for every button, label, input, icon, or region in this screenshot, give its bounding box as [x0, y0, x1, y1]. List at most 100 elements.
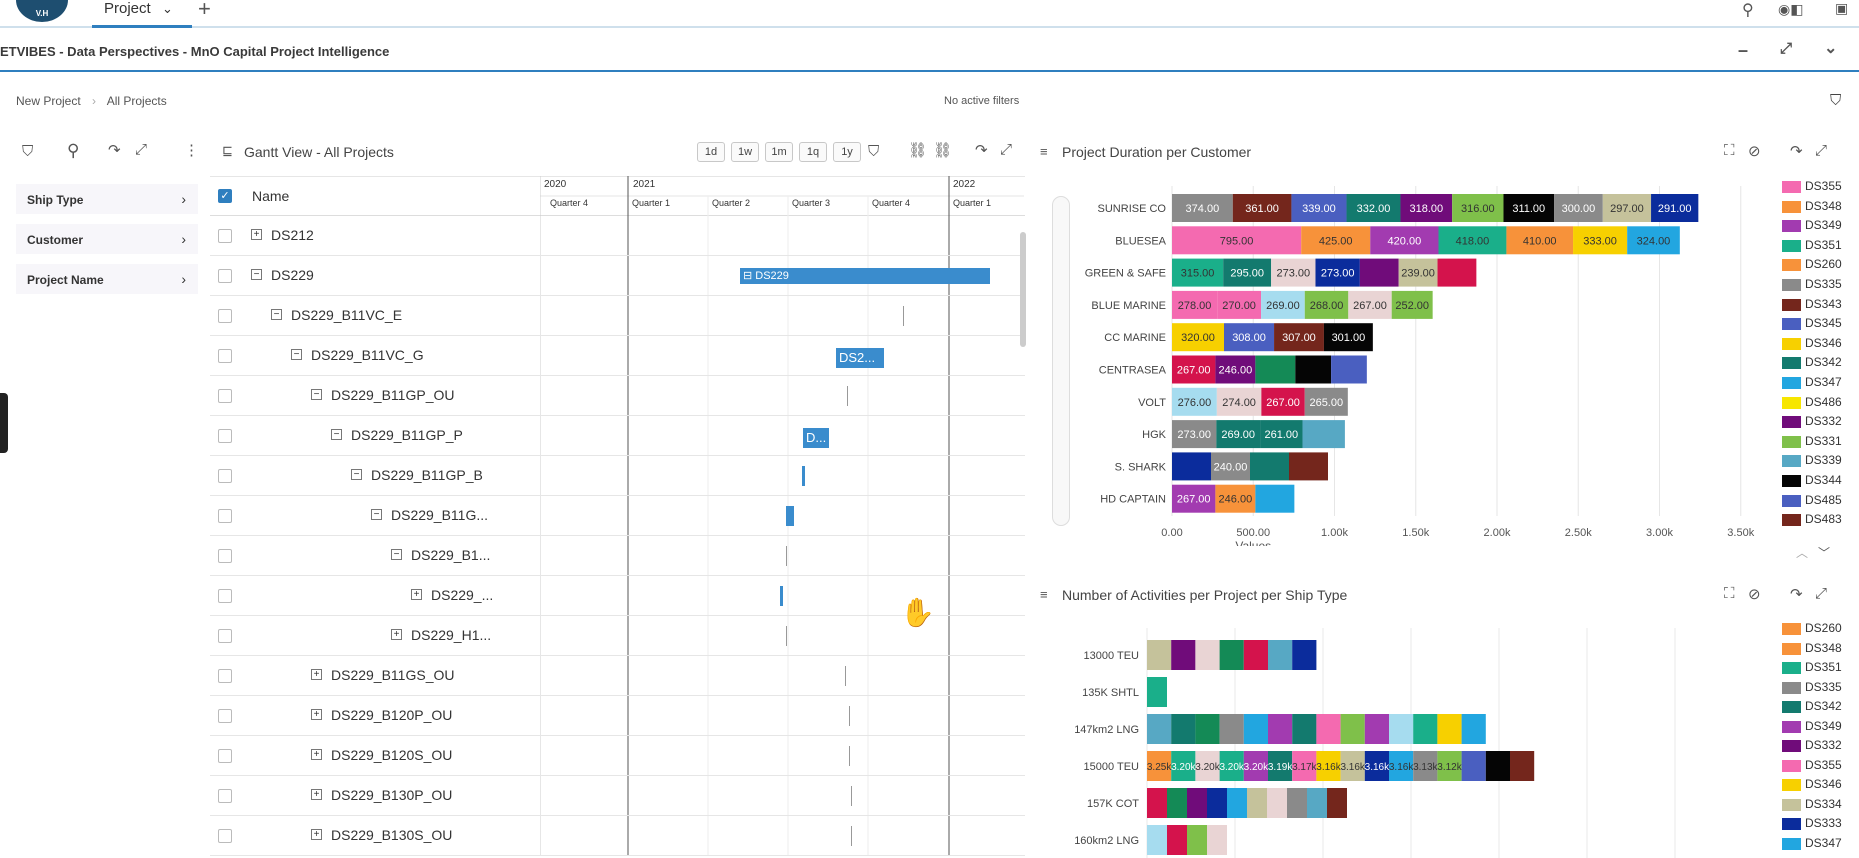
- filter-item-project-name[interactable]: Project Name ›: [16, 264, 198, 294]
- legend-item[interactable]: DS346: [1782, 336, 1852, 352]
- table-row[interactable]: − DS229_B11GP_P: [210, 416, 1025, 456]
- row-checkbox[interactable]: [218, 829, 232, 843]
- bar-segment[interactable]: [1315, 258, 1360, 287]
- table-row[interactable]: − DS229_B11G...: [210, 496, 1025, 536]
- bar-segment[interactable]: [1224, 323, 1275, 352]
- bar-segment[interactable]: [1255, 484, 1295, 513]
- legend-item[interactable]: DS347: [1782, 836, 1852, 852]
- expand-icon[interactable]: +: [311, 789, 322, 800]
- bar-segment[interactable]: [1215, 355, 1256, 384]
- bar-segment[interactable]: [1172, 452, 1211, 481]
- table-row[interactable]: − DS229_B11GP_OU: [210, 376, 1025, 416]
- bar-segment[interactable]: [1172, 355, 1216, 384]
- legend-item[interactable]: DS346: [1782, 777, 1852, 793]
- zoom-1d-button[interactable]: 1d: [697, 142, 725, 162]
- bar-segment[interactable]: [1207, 825, 1227, 855]
- bar-segment[interactable]: [1292, 751, 1317, 781]
- legend-item[interactable]: DS342: [1782, 699, 1852, 715]
- share-icon[interactable]: ↷: [108, 142, 121, 159]
- gantt-milestone[interactable]: [845, 666, 846, 686]
- bar-segment[interactable]: [1359, 258, 1399, 287]
- bar-segment[interactable]: [1243, 714, 1268, 744]
- legend-item[interactable]: DS344: [1782, 473, 1852, 489]
- link-icon[interactable]: ⛓: [908, 142, 928, 159]
- filter-add-icon[interactable]: ⛉: [1830, 92, 1842, 109]
- bar-segment[interactable]: [1340, 751, 1365, 781]
- legend-item[interactable]: DS339: [1782, 453, 1852, 469]
- legend-item[interactable]: DS355: [1782, 758, 1852, 774]
- legend-item[interactable]: DS260: [1782, 621, 1852, 637]
- gantt-milestone[interactable]: [786, 546, 787, 566]
- chart1-share-icon[interactable]: ↷: [1790, 143, 1803, 160]
- bar-segment[interactable]: [1172, 323, 1224, 352]
- bar-segment[interactable]: [1302, 420, 1345, 449]
- bar-segment[interactable]: [1247, 788, 1267, 818]
- bar-segment[interactable]: [1573, 226, 1628, 255]
- legend-item[interactable]: DS351: [1782, 238, 1852, 254]
- table-row[interactable]: + DS229_H1...: [210, 616, 1025, 656]
- collapse-icon[interactable]: −: [331, 429, 342, 440]
- gantt-milestone[interactable]: [851, 826, 852, 846]
- legend-item[interactable]: DS342: [1782, 355, 1852, 371]
- bar-segment[interactable]: [1171, 751, 1196, 781]
- table-row[interactable]: − DS229: [210, 256, 1025, 296]
- legend-item[interactable]: DS345: [1782, 316, 1852, 332]
- bar-segment[interactable]: [1461, 751, 1486, 781]
- bar-segment[interactable]: [1287, 788, 1307, 818]
- bar-segment[interactable]: [1147, 714, 1172, 744]
- chart2-focus-icon[interactable]: ⛶: [1724, 585, 1735, 602]
- table-row[interactable]: + DS229_B120S_OU: [210, 736, 1025, 776]
- gantt-milestone[interactable]: [847, 386, 848, 406]
- gantt-filter-icon[interactable]: ⛉: [868, 143, 880, 160]
- chart1-legend-down-icon[interactable]: ﹀: [1818, 546, 1831, 560]
- bar-segment[interactable]: [1437, 714, 1462, 744]
- bar-segment[interactable]: [1171, 640, 1196, 670]
- collapse-icon[interactable]: −: [391, 549, 402, 560]
- gantt-bar[interactable]: DS2...: [836, 348, 884, 368]
- bar-segment[interactable]: [1268, 751, 1293, 781]
- bar-segment[interactable]: [1187, 788, 1207, 818]
- add-tab-icon[interactable]: +: [198, 0, 211, 21]
- bar-segment[interactable]: [1364, 714, 1389, 744]
- maximize-icon[interactable]: ⤢: [1780, 40, 1793, 57]
- bar-segment[interactable]: [1147, 825, 1167, 855]
- expand-icon[interactable]: +: [311, 669, 322, 680]
- chart1-hide-icon[interactable]: ⊘: [1748, 143, 1761, 160]
- chart2-fullscreen-icon[interactable]: ⤢: [1815, 585, 1828, 602]
- gantt-milestone[interactable]: [802, 466, 805, 486]
- bar-segment[interactable]: [1391, 290, 1433, 319]
- bar-segment[interactable]: [1485, 751, 1510, 781]
- bar-segment[interactable]: [1261, 290, 1305, 319]
- legend-item[interactable]: DS486: [1782, 395, 1852, 411]
- bar-segment[interactable]: [1172, 290, 1218, 319]
- bar-segment[interactable]: [1147, 751, 1172, 781]
- expand-icon[interactable]: +: [311, 829, 322, 840]
- bar-segment[interactable]: [1510, 751, 1535, 781]
- bar-segment[interactable]: [1370, 226, 1439, 255]
- gantt-milestone[interactable]: [903, 306, 904, 326]
- row-checkbox[interactable]: [218, 349, 232, 363]
- bar-segment[interactable]: [1437, 258, 1477, 287]
- tab-project[interactable]: Project ⌄: [92, 0, 192, 28]
- bar-segment[interactable]: [1167, 788, 1187, 818]
- expand-icon[interactable]: +: [311, 709, 322, 720]
- zoom-1q-button[interactable]: 1q: [799, 142, 827, 162]
- legend-item[interactable]: DS348: [1782, 641, 1852, 657]
- legend-item[interactable]: DS347: [1782, 375, 1852, 391]
- bar-segment[interactable]: [1207, 788, 1227, 818]
- bar-segment[interactable]: [1219, 751, 1244, 781]
- bar-segment[interactable]: [1232, 194, 1292, 222]
- legend-item[interactable]: DS343: [1782, 297, 1852, 313]
- bar-segment[interactable]: [1301, 226, 1371, 255]
- gantt-milestone[interactable]: [780, 586, 783, 606]
- bar-segment[interactable]: [1461, 714, 1486, 744]
- glasses-icon[interactable]: ◉◧: [1778, 1, 1804, 17]
- bar-segment[interactable]: [1389, 751, 1414, 781]
- bar-segment[interactable]: [1147, 788, 1167, 818]
- table-row[interactable]: + DS229_...: [210, 576, 1025, 616]
- bar-segment[interactable]: [1195, 751, 1220, 781]
- gantt-milestone[interactable]: [786, 626, 787, 646]
- legend-item[interactable]: DS335: [1782, 277, 1852, 293]
- bar-segment[interactable]: [1187, 825, 1207, 855]
- bar-segment[interactable]: [1211, 452, 1250, 481]
